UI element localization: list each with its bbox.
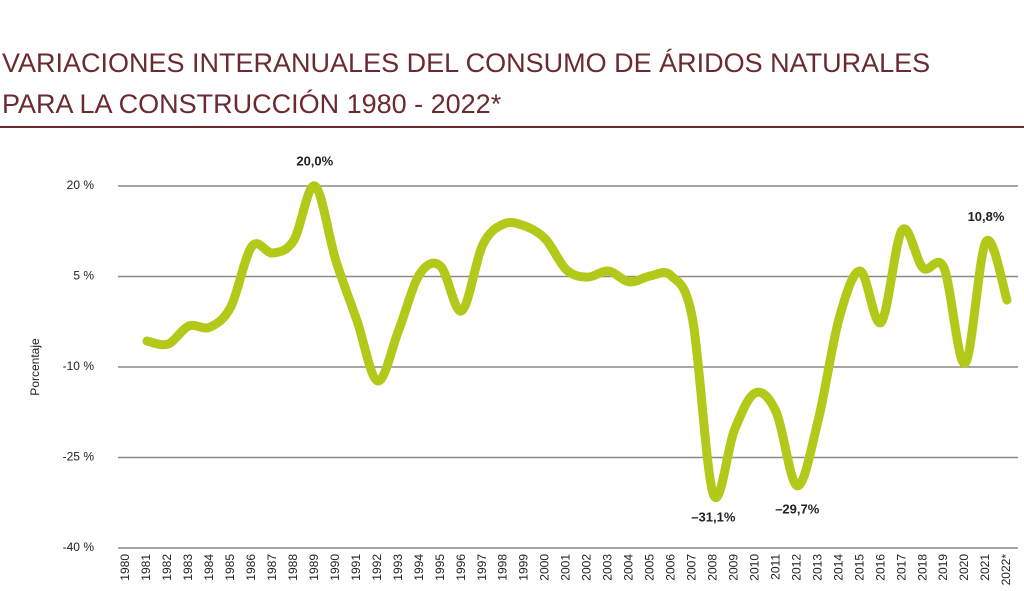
- value-label: 20,0%: [296, 153, 333, 168]
- x-tick-label: 2019: [936, 554, 950, 581]
- x-tick-label: 2011: [768, 554, 782, 580]
- x-tick-label: 2017: [894, 554, 908, 581]
- y-tick-label: -10 %: [63, 359, 95, 373]
- x-tick-label: 1986: [244, 554, 258, 581]
- x-tick-label: 1992: [370, 554, 384, 581]
- x-tick-label: 1999: [517, 554, 531, 581]
- x-tick-label: 2016: [873, 554, 887, 581]
- x-tick-label: 2006: [664, 554, 678, 581]
- x-tick-label: 1984: [202, 554, 216, 581]
- x-tick-label: 2021: [978, 554, 992, 581]
- x-tick-label: 2001: [559, 554, 573, 581]
- value-label: –31,1%: [691, 510, 736, 525]
- x-tick-label: 1995: [433, 554, 447, 581]
- x-tick-label: 1998: [496, 554, 510, 581]
- x-tick-label: 1994: [412, 554, 426, 581]
- x-tick-label: 1990: [328, 554, 342, 581]
- x-tick-label: 1981: [139, 554, 153, 581]
- x-tick-label: 1989: [307, 554, 321, 581]
- x-tick-label: 1997: [475, 554, 489, 581]
- x-tick-label: 2004: [622, 554, 636, 581]
- x-tick-label: 2020: [957, 554, 971, 581]
- y-tick-label: 20 %: [67, 178, 95, 192]
- x-tick-label: 2003: [601, 554, 615, 581]
- x-tick-label: 2022*: [999, 554, 1013, 586]
- x-tick-label: 2012: [789, 554, 803, 581]
- value-label: 10,8%: [968, 209, 1005, 224]
- data-line: [142, 181, 1012, 502]
- x-tick-label: 1980: [118, 554, 132, 581]
- x-tick-label: 2015: [852, 554, 866, 581]
- x-tick-label: 1985: [223, 554, 237, 581]
- x-tick-label: 2009: [726, 554, 740, 581]
- y-tick-label: -25 %: [63, 450, 95, 464]
- x-tick-label: 1982: [160, 554, 174, 581]
- x-tick-label: 2013: [810, 554, 824, 581]
- x-tick-label: 2005: [643, 554, 657, 581]
- x-tick-label: 1991: [349, 554, 363, 581]
- x-tick-label: 1988: [286, 554, 300, 581]
- y-tick-label: -40 %: [63, 540, 95, 554]
- chart-title: VARIACIONES INTERANUALES DEL CONSUMO DE …: [2, 48, 930, 78]
- x-tick-label: 1987: [265, 554, 279, 581]
- x-tick-label: 2008: [706, 554, 720, 581]
- x-tick-label: 2014: [831, 554, 845, 581]
- x-tick-label: 2018: [915, 554, 929, 581]
- x-tick-label: 2010: [747, 554, 761, 581]
- x-tick-label: 2000: [538, 554, 552, 581]
- y-axis-label: Porcentaje: [28, 338, 42, 396]
- x-tick-label: 1993: [391, 554, 405, 581]
- value-label: –29,7%: [775, 501, 820, 516]
- x-tick-label: 1996: [454, 554, 468, 581]
- x-tick-label: 2007: [685, 554, 699, 581]
- x-tick-label: 1983: [181, 554, 195, 581]
- chart-title: PARA LA CONSTRUCCIÓN 1980 - 2022*: [2, 88, 502, 119]
- y-tick-label: 5 %: [73, 269, 94, 283]
- x-tick-label: 2002: [580, 554, 594, 581]
